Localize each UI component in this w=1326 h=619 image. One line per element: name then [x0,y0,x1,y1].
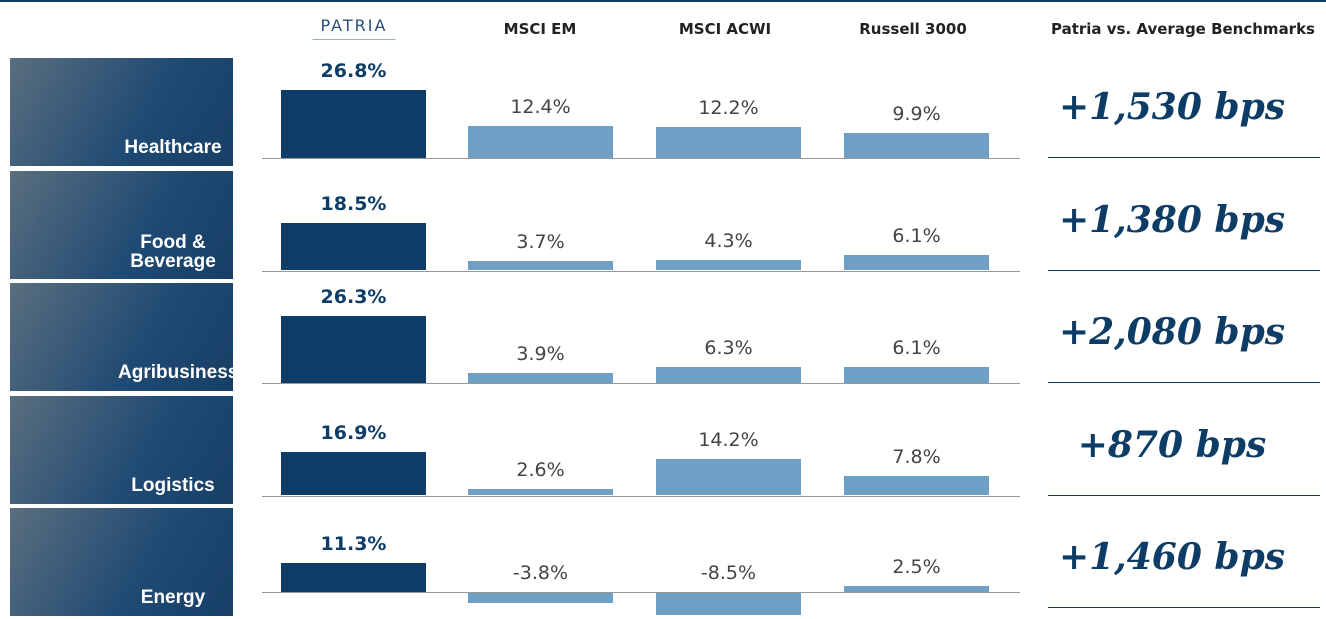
value-label: 9.9% [844,103,989,125]
value-label: 3.7% [468,231,613,253]
value-label: 4.3% [656,230,801,252]
column-header: Patria vs. Average Benchmarks [1051,20,1315,38]
benchmark-bar [844,133,989,158]
value-label: 3.9% [468,343,613,365]
delta-underline [1048,157,1320,158]
baseline [262,496,1020,497]
delta-bps: +1,460 bps [1036,536,1308,578]
patria-logo: PATRIA [313,16,396,40]
value-label: 12.2% [656,97,801,119]
benchmark-bar [656,459,801,495]
delta-underline [1048,382,1320,383]
baseline [262,158,1020,159]
value-label: 14.2% [656,429,801,451]
value-label: 26.8% [281,60,426,82]
patria-bar [281,316,426,383]
benchmark-bar [844,476,989,496]
sector-label: Energy [118,588,228,607]
column-header: MSCI ACWI [679,20,771,38]
baseline [262,383,1020,384]
benchmark-bar [844,255,989,271]
sector-label: Food & Beverage [118,233,228,271]
sector-label: Logistics [118,476,228,495]
patria-bar [281,223,426,270]
value-label: 12.4% [468,96,613,118]
patria-bar [281,563,426,592]
delta-underline [1048,270,1320,271]
column-header: Russell 3000 [859,20,967,38]
benchmark-bar [468,489,613,496]
value-label: 6.3% [656,337,801,359]
benchmark-bar [468,593,613,603]
delta-underline [1048,607,1320,608]
column-header: MSCI EM [504,20,577,38]
benchmark-bar [468,126,613,158]
value-label: 16.9% [281,422,426,444]
delta-bps: +1,530 bps [1036,86,1308,128]
value-label: 18.5% [281,193,426,215]
patria-bar [281,90,426,158]
value-label: 6.1% [844,337,989,359]
benchmark-bar [844,367,989,383]
value-label: 11.3% [281,533,426,555]
baseline [262,271,1020,272]
benchmark-bar [656,127,801,158]
benchmark-bar [844,586,989,592]
page: PATRIA MSCI EM MSCI ACWI Russell 3000 Patria… [0,0,1326,619]
delta-bps: +870 bps [1036,424,1308,466]
baseline [262,592,1020,593]
value-label: -8.5% [656,562,801,584]
sector-label: Healthcare [118,138,228,157]
delta-bps: +1,380 bps [1036,199,1308,241]
benchmark-bar [656,593,801,615]
patria-bar [281,452,426,495]
benchmark-bar [656,367,801,383]
value-label: 2.5% [844,556,989,578]
delta-underline [1048,495,1320,496]
value-label: 7.8% [844,446,989,468]
benchmark-bar [468,373,613,383]
sector-label: Agribusiness [118,363,228,382]
benchmark-bar [468,261,613,270]
value-label: 2.6% [468,459,613,481]
top-rule [0,0,1326,2]
value-label: 6.1% [844,225,989,247]
benchmark-bar [656,260,801,271]
delta-bps: +2,080 bps [1036,311,1308,353]
value-label: 26.3% [281,286,426,308]
value-label: -3.8% [468,562,613,584]
